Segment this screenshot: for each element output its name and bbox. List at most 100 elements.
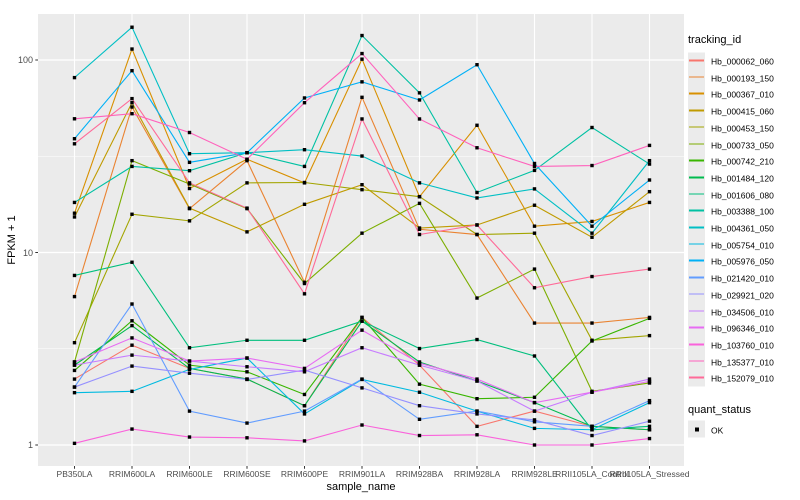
legend-key-swatch	[688, 252, 705, 270]
x-tick-label: RRIM600LE	[166, 469, 213, 479]
data-point-marker	[187, 152, 192, 156]
legend-item-label: Hb_000367_010	[711, 89, 774, 100]
data-point-marker	[532, 354, 537, 358]
data-point-marker	[245, 421, 249, 425]
data-point-marker	[647, 267, 652, 271]
y-tick-label: 100	[17, 55, 33, 65]
data-point-marker	[187, 169, 192, 173]
data-point-marker	[302, 292, 307, 296]
data-point-marker	[360, 187, 364, 192]
data-point-marker	[72, 294, 77, 299]
data-point-marker	[590, 321, 594, 325]
data-point-marker	[245, 377, 249, 382]
data-point-marker	[72, 75, 77, 80]
data-point-marker	[532, 321, 537, 325]
legend-item-label: Hb_034506_010	[711, 307, 774, 318]
quant-ok-key	[688, 420, 705, 438]
legend-key-swatch	[688, 52, 705, 69]
data-point-marker	[417, 404, 422, 408]
legend-item-label: Hb_029921_020	[711, 290, 774, 301]
y-tick-label: 1	[27, 440, 33, 450]
data-point-marker	[590, 231, 594, 235]
data-point-marker	[647, 162, 652, 166]
x-tick-label: RRIM901LA	[338, 469, 386, 479]
legend-key-swatch	[688, 352, 705, 370]
legend-item-label: Hb_021420_010	[711, 273, 774, 284]
data-point-marker	[72, 273, 77, 278]
legend-key-swatch	[688, 335, 705, 353]
legend-line-icon	[689, 226, 704, 229]
data-point-marker	[302, 366, 307, 371]
data-point-marker	[360, 95, 364, 100]
data-point-marker	[130, 96, 134, 101]
data-point-marker	[590, 390, 594, 394]
data-point-marker	[72, 200, 77, 205]
data-point-marker	[360, 51, 364, 56]
legend-line-icon	[689, 276, 704, 279]
data-point-marker	[302, 392, 307, 397]
data-point-marker	[647, 333, 652, 338]
data-point-marker	[417, 201, 422, 206]
data-point-marker	[360, 315, 364, 320]
data-point-marker	[360, 154, 364, 158]
data-point-marker	[245, 181, 249, 185]
legend-line-icon	[689, 159, 704, 162]
data-point-marker	[647, 398, 652, 403]
legend-key-swatch	[688, 319, 705, 337]
data-point-marker	[647, 428, 652, 432]
legend-key-swatch	[688, 219, 705, 236]
data-point-marker	[475, 379, 479, 383]
data-point-marker	[417, 363, 422, 367]
data-point-marker	[245, 436, 249, 440]
data-point-marker	[475, 296, 479, 300]
data-point-marker	[130, 158, 134, 163]
y-tick-label: 10	[22, 247, 33, 258]
data-point-marker	[130, 47, 134, 51]
data-point-marker	[245, 338, 249, 342]
data-point-marker	[417, 91, 422, 95]
legend-key-swatch	[688, 85, 705, 103]
data-point-marker	[360, 377, 364, 381]
data-point-marker	[72, 368, 77, 373]
data-point-marker	[360, 33, 364, 38]
data-point-marker	[417, 117, 422, 121]
y-axis-title: FPKM + 1	[6, 215, 18, 265]
legend-item-label: Hb_000742_210	[711, 156, 774, 167]
data-point-marker	[532, 409, 537, 413]
data-point-marker	[647, 424, 652, 429]
data-point-marker	[417, 433, 422, 438]
legend-line-icon	[689, 343, 704, 346]
x-tick-label: RRIM928LA	[453, 469, 501, 479]
data-point-marker	[302, 164, 307, 169]
data-point-marker	[532, 168, 537, 173]
data-point-marker	[417, 417, 422, 421]
data-point-marker	[130, 353, 134, 357]
data-point-marker	[532, 426, 537, 431]
x-tick-label: RRIM928LE	[511, 469, 558, 479]
data-point-marker	[360, 328, 364, 332]
data-point-marker	[130, 25, 134, 29]
legend-key-swatch	[688, 152, 705, 170]
data-point-marker	[590, 219, 594, 224]
x-tick-label: RRII105LA_Stressed	[609, 469, 690, 479]
data-point-marker	[302, 412, 307, 416]
data-point-marker	[302, 180, 307, 185]
legend-key-swatch	[688, 185, 705, 203]
data-point-marker	[590, 163, 594, 168]
data-point-marker	[647, 379, 652, 384]
data-point-marker	[417, 181, 422, 185]
data-point-marker	[360, 386, 364, 390]
data-point-marker	[590, 274, 594, 279]
data-point-marker	[360, 346, 364, 350]
legend-item-label: Hb_003388_100	[711, 206, 774, 217]
data-point-marker	[532, 203, 537, 207]
data-point-marker	[475, 409, 479, 413]
legend-line-icon	[689, 193, 704, 195]
data-point-marker	[532, 418, 537, 422]
legend-line-icon	[689, 326, 704, 329]
data-point-marker	[590, 235, 594, 239]
data-point-marker	[475, 337, 479, 342]
data-point-marker	[590, 433, 594, 438]
